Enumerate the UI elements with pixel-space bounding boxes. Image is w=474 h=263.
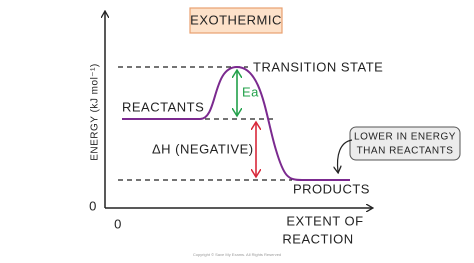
copyright: Copyright © Save My Exams. All Rights Re… xyxy=(193,252,281,257)
x-axis-label: EXTENT OF xyxy=(286,213,363,228)
dh-label: ΔH (NEGATIVE) xyxy=(152,141,254,156)
callout-text: THAN REACTANTS xyxy=(357,146,454,157)
energy-curve xyxy=(122,65,350,181)
reactants-label: REACTANTS xyxy=(122,99,204,114)
title-box xyxy=(189,7,283,34)
ea-label: Ea xyxy=(242,84,259,99)
transition-state-label: TRANSITION STATE xyxy=(253,59,383,74)
callout-text: LOWER IN ENERGY xyxy=(354,132,456,143)
x-axis-label: REACTION xyxy=(282,231,353,246)
products-label: PRODUCTS xyxy=(293,181,370,196)
callout-box xyxy=(349,126,461,161)
title: EXOTHERMIC xyxy=(190,12,282,27)
y-origin: 0 xyxy=(89,198,97,213)
callout-arrow xyxy=(338,139,353,172)
x-origin: 0 xyxy=(114,216,122,231)
y-axis-label: ENERGY (kJ mol⁻¹) xyxy=(90,63,101,161)
